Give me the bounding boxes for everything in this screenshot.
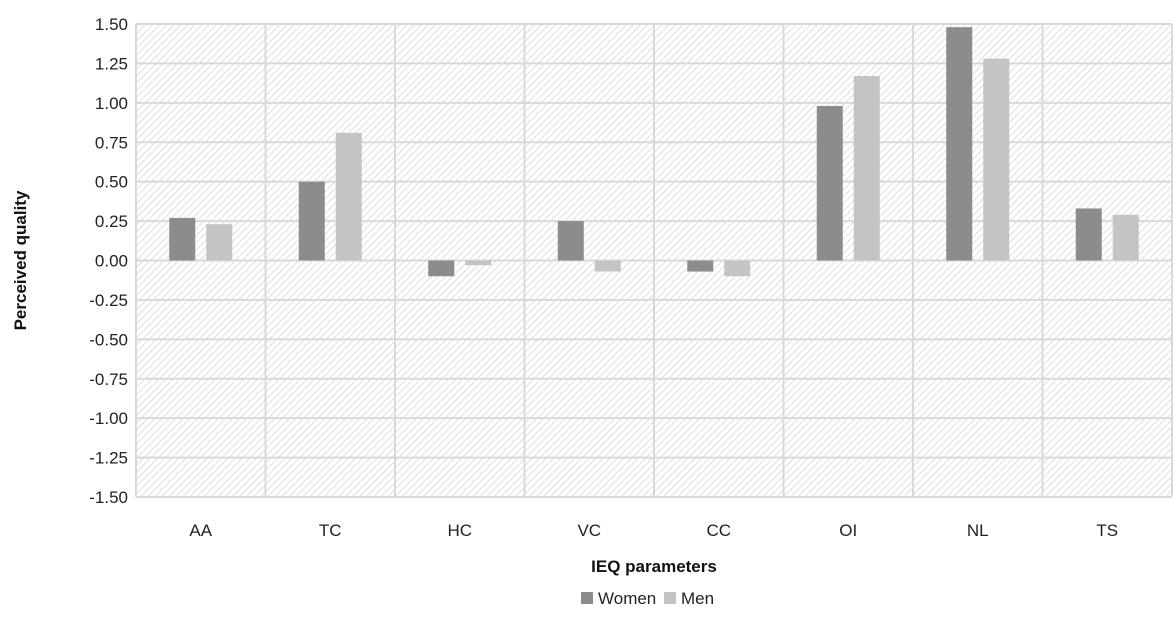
x-tick-label: NL (967, 521, 989, 540)
bar-women-oi (816, 105, 843, 261)
bar-men-ts (1112, 214, 1139, 261)
y-tick-label: 1.50 (95, 15, 128, 34)
x-tick-label: HC (447, 521, 472, 540)
y-tick-label: -1.25 (89, 449, 128, 468)
bar-men-cc (724, 260, 751, 277)
bar-men-tc (335, 132, 362, 261)
x-tick-label: TS (1096, 521, 1118, 540)
grid (135, 23, 1173, 498)
bar-men-hc (465, 260, 492, 266)
bar-women-vc (557, 221, 584, 261)
legend-label-women: Women (598, 589, 656, 608)
bar-men-oi (853, 76, 880, 261)
y-axis-ticks: 1.50 1.25 1.00 0.75 0.50 0.25 0.00 -0.25 -0.50 -0… (89, 15, 128, 507)
x-tick-label: CC (706, 521, 731, 540)
bars (169, 27, 1139, 277)
legend: Women Men (581, 589, 714, 608)
legend-swatch-women (581, 592, 593, 604)
x-axis-title: IEQ parameters (591, 557, 717, 576)
x-tick-label: OI (839, 521, 857, 540)
bar-women-aa (169, 217, 196, 261)
legend-swatch-men (664, 592, 676, 604)
y-tick-label: 0.25 (95, 212, 128, 231)
y-tick-label: 1.00 (95, 94, 128, 113)
bar-women-ts (1075, 208, 1102, 261)
y-tick-label: -1.50 (89, 488, 128, 507)
y-tick-label: 0.75 (95, 133, 128, 152)
bar-women-cc (687, 260, 714, 272)
x-tick-label: TC (319, 521, 342, 540)
y-tick-label: 0.50 (95, 173, 128, 192)
bar-women-tc (298, 181, 325, 261)
y-tick-label: -0.75 (89, 370, 128, 389)
bar-men-nl (983, 58, 1010, 261)
bar-men-vc (594, 260, 621, 272)
y-tick-label: 0.00 (95, 252, 128, 271)
x-tick-label: VC (577, 521, 601, 540)
y-tick-label: -0.50 (89, 330, 128, 349)
y-tick-label: 1.25 (95, 54, 128, 73)
legend-label-men: Men (681, 589, 714, 608)
bar-women-nl (946, 27, 973, 261)
y-tick-label: -1.00 (89, 409, 128, 428)
x-tick-label: AA (189, 521, 212, 540)
y-axis-title: Perceived quality (11, 190, 30, 330)
y-tick-label: -0.25 (89, 291, 128, 310)
x-axis-ticks: AA TC HC VC CC OI NL TS (189, 521, 1118, 540)
bar-women-hc (428, 260, 455, 277)
bar-men-aa (206, 224, 233, 261)
